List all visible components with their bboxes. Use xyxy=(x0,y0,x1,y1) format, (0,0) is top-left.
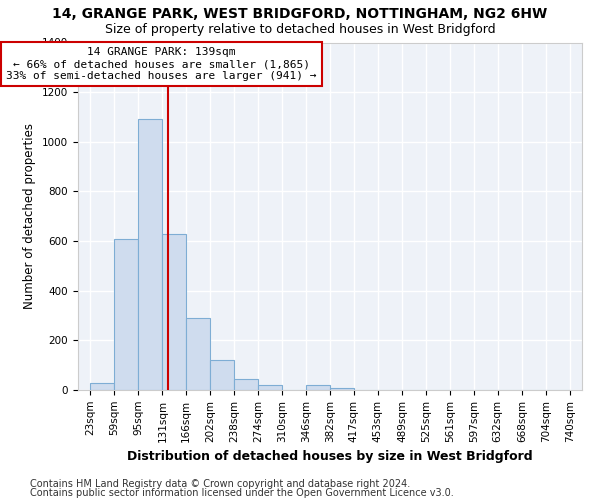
Bar xyxy=(258,385,282,390)
Text: Contains public sector information licensed under the Open Government Licence v3: Contains public sector information licen… xyxy=(30,488,454,498)
Bar xyxy=(186,318,210,390)
Text: Size of property relative to detached houses in West Bridgford: Size of property relative to detached ho… xyxy=(104,22,496,36)
Text: Contains HM Land Registry data © Crown copyright and database right 2024.: Contains HM Land Registry data © Crown c… xyxy=(30,479,410,489)
Bar xyxy=(210,360,234,390)
Bar xyxy=(331,388,355,390)
Bar xyxy=(138,120,163,390)
Y-axis label: Number of detached properties: Number of detached properties xyxy=(23,123,37,309)
Bar xyxy=(234,379,258,390)
X-axis label: Distribution of detached houses by size in West Bridgford: Distribution of detached houses by size … xyxy=(127,450,533,463)
Text: 14 GRANGE PARK: 139sqm
← 66% of detached houses are smaller (1,865)
33% of semi-: 14 GRANGE PARK: 139sqm ← 66% of detached… xyxy=(7,48,317,80)
Bar xyxy=(163,234,187,390)
Bar xyxy=(114,238,138,390)
Bar xyxy=(90,382,114,390)
Text: 14, GRANGE PARK, WEST BRIDGFORD, NOTTINGHAM, NG2 6HW: 14, GRANGE PARK, WEST BRIDGFORD, NOTTING… xyxy=(52,8,548,22)
Bar xyxy=(306,385,331,390)
